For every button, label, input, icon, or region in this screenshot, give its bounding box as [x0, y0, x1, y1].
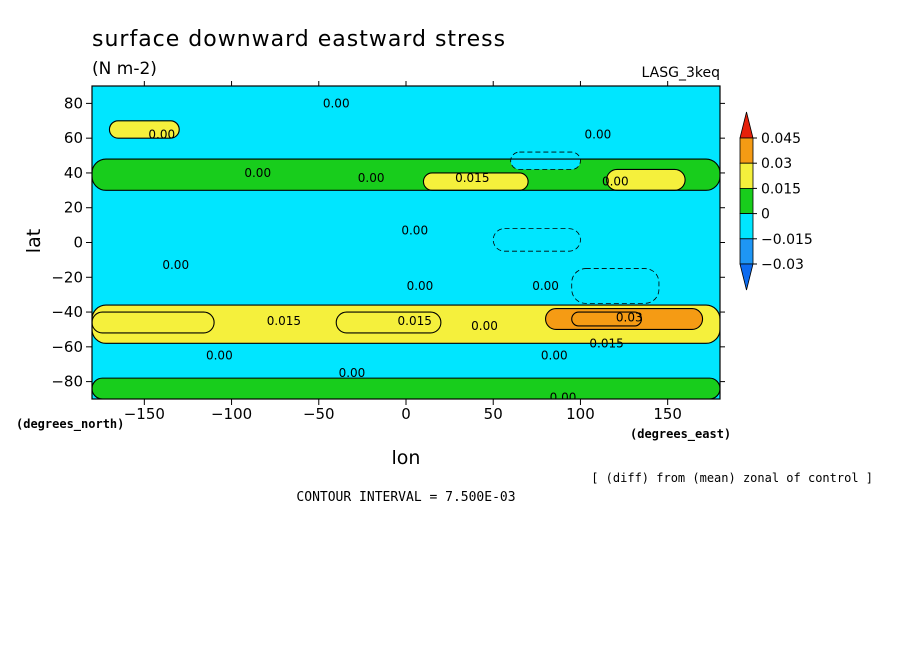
- colorbar-swatch: [739, 213, 754, 240]
- y-tick-label: 80: [64, 94, 83, 112]
- y-units-label: (degrees_north): [16, 417, 124, 432]
- contour-label: 0.00: [407, 279, 434, 293]
- shaded-region: [571, 268, 659, 304]
- contour-label: 0.015: [589, 336, 623, 350]
- comparison-note: [ (diff) from (mean) zonal of control ]: [591, 471, 873, 485]
- colorbar-label: 0: [761, 207, 770, 223]
- shaded-region: [606, 169, 686, 191]
- plot-area: 0.00 0.00 0.00 0.00 0.00 0.015 0.00 0.00 0.00 0.0…: [92, 86, 720, 404]
- contour-label: 0.00: [339, 366, 366, 380]
- contour-line: [571, 311, 643, 327]
- contour-line: [422, 172, 529, 191]
- colorbar-swatch: [739, 238, 754, 265]
- colorbar-label: −0.03: [761, 257, 804, 273]
- contour-line: [492, 228, 581, 252]
- y-axis: −80 −60 −40 −20 0 20 40 60 80: [51, 94, 725, 391]
- contour-line: [92, 304, 720, 344]
- shaded-region: [92, 378, 720, 399]
- x-tick-label: −150: [124, 405, 165, 423]
- contour-label: 0.00: [532, 279, 559, 293]
- y-tick-label: −40: [51, 303, 83, 321]
- contour-interval-label: CONTOUR INTERVAL = 7.500E-03: [296, 490, 515, 505]
- colorbar-label: 0.045: [761, 131, 801, 147]
- shaded-region: [336, 312, 441, 333]
- colorbar: 0.045 0.03 0.015 0 −0.015 −0.03: [739, 111, 813, 291]
- contour-line: [606, 168, 686, 191]
- contour-line: [335, 311, 442, 334]
- dataset-label: LASG_3keq: [642, 65, 720, 81]
- contour-label: 0.00: [323, 96, 350, 110]
- contour-label: 0.00: [401, 223, 428, 237]
- y-tick-label: −80: [51, 373, 83, 391]
- contour-label: 0.00: [541, 349, 568, 363]
- colorbar-max-arrow: [739, 111, 754, 139]
- contour-label: 0.00: [358, 171, 385, 185]
- x-units-label: (degrees_east): [630, 427, 731, 442]
- contour-label: 0.015: [267, 314, 301, 328]
- contour-line: [545, 308, 704, 330]
- y-tick-label: −60: [51, 338, 83, 356]
- chart-title: surface downward eastward stress: [92, 27, 506, 52]
- colorbar-label: 0.03: [761, 156, 792, 172]
- contour-line: [571, 268, 660, 304]
- contour-line: [108, 120, 180, 139]
- contour-label: 0.00: [585, 128, 612, 142]
- shaded-region: [493, 228, 581, 252]
- contour-label: 0.00: [162, 258, 189, 272]
- shaded-region: [571, 312, 642, 326]
- colorbar-swatch: [739, 162, 754, 189]
- shaded-region: [510, 152, 581, 170]
- shaded-region: [423, 172, 529, 191]
- shaded-regions: [92, 120, 720, 399]
- units-label: (N m-2): [92, 59, 157, 79]
- x-tick-label: 50: [484, 405, 503, 423]
- colorbar-min-arrow: [739, 263, 754, 291]
- x-tick-label: 150: [653, 405, 682, 423]
- contour-lines: [92, 120, 720, 399]
- x-tick-label: −100: [211, 405, 252, 423]
- x-tick-label: 100: [566, 405, 595, 423]
- colorbar-label: −0.015: [761, 232, 813, 248]
- colorbar-swatch: [739, 137, 754, 164]
- contour-label: 0.00: [471, 319, 498, 333]
- y-tick-label: 60: [64, 129, 83, 147]
- contour-label: 0.00: [602, 175, 629, 189]
- y-tick-label: 40: [64, 164, 83, 182]
- shaded-region: [109, 120, 180, 139]
- contour-label: 0.00: [244, 166, 271, 180]
- x-axis-label: lon: [392, 447, 421, 469]
- y-axis-label: lat: [23, 229, 45, 253]
- x-axis: −150 −100 −50 0 50 100 150: [124, 81, 682, 423]
- y-tick-label: 0: [73, 234, 83, 252]
- contour-labels: 0.00 0.00 0.00 0.00 0.00 0.015 0.00 0.00 0.00 0.0…: [148, 96, 643, 404]
- contour-line: [510, 151, 581, 170]
- x-tick-label: −50: [303, 405, 335, 423]
- contour-line: [92, 311, 215, 334]
- contour-label: 0.00: [550, 390, 577, 404]
- colorbar-swatch: [739, 187, 754, 214]
- contour-label: 0.015: [398, 314, 432, 328]
- contour-label: 0.00: [148, 128, 175, 142]
- shaded-region: [92, 312, 215, 333]
- plot-background: [92, 86, 720, 399]
- y-tick-label: −20: [51, 268, 83, 286]
- y-tick-label: 20: [64, 199, 83, 217]
- contour-line: [92, 158, 720, 191]
- contour-label: 0.00: [206, 349, 233, 363]
- x-tick-label: 0: [401, 405, 411, 423]
- contour-label: 0.03: [616, 310, 643, 324]
- contour-label: 0.015: [455, 171, 489, 185]
- colorbar-label: 0.015: [761, 181, 801, 197]
